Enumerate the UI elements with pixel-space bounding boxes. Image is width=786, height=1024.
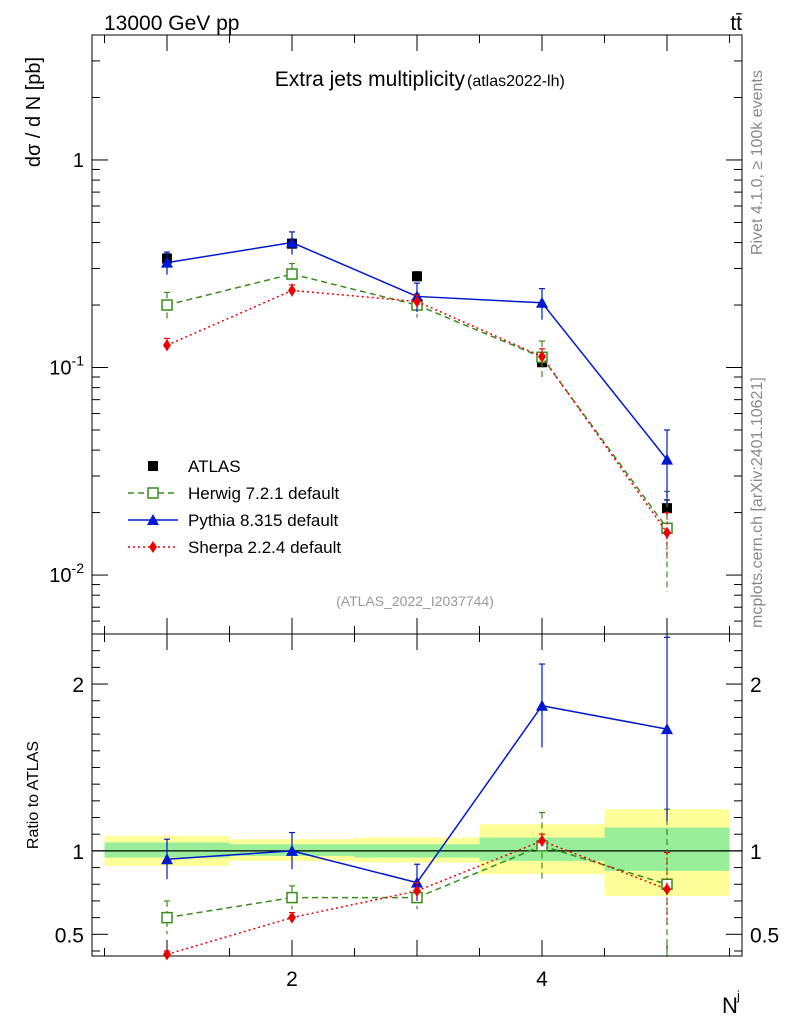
legend: ATLAS Herwig 7.2.1 default Pythia 8.315 de… <box>128 457 341 557</box>
data-point-pythia <box>661 723 673 735</box>
y-tick-label: 1 <box>73 150 84 172</box>
legend-marker <box>149 541 157 553</box>
data-point-pythia <box>161 256 173 268</box>
series-line-pythia <box>166 705 668 884</box>
data-point-pythia <box>661 453 673 465</box>
y-tick-label: 1 <box>72 841 84 864</box>
source-label: mcplots.cern.ch [arXiv:2401.10621] <box>749 377 766 628</box>
series-line-herwig <box>166 845 668 919</box>
data-point-sherpa <box>288 284 296 297</box>
legend-marker <box>147 514 159 525</box>
data-point-atlas <box>662 503 672 514</box>
main-title: Extra jets multiplicity <box>275 68 466 91</box>
y-tick-label: 10-2 <box>49 560 84 587</box>
data-point-sherpa <box>413 884 421 897</box>
series-pythia <box>161 231 673 504</box>
energy-label: 13000 GeV pp <box>104 12 239 35</box>
series-sherpa <box>163 284 671 559</box>
series-sherpa <box>163 833 671 961</box>
y-tick-label-right: 2 <box>750 674 762 697</box>
ratio-plot-series <box>161 636 673 961</box>
data-point-pythia <box>286 236 298 248</box>
data-point-herwig <box>161 911 173 924</box>
data-point-sherpa <box>163 948 171 961</box>
series-line-herwig <box>166 273 668 529</box>
x-tick-label: 2 <box>286 968 298 991</box>
x-axis-label: N <box>722 993 738 1018</box>
legend-label: Herwig 7.2.1 default <box>188 484 339 503</box>
analysis-label: (ATLAS_2022_I2037744) <box>336 593 494 609</box>
ratio-y-axis-label: Ratio to ATLAS <box>25 741 42 849</box>
y-tick-label: 2 <box>72 674 84 697</box>
data-point-sherpa <box>538 834 546 847</box>
legend-item-herwig: Herwig 7.2.1 default <box>128 484 339 503</box>
data-point-sherpa <box>663 526 671 539</box>
rivet-label: Rivet 4.1.0, ≥ 100k events <box>749 70 766 255</box>
data-point-pythia <box>536 699 548 711</box>
y-tick-label-right: 1 <box>750 841 762 864</box>
data-point-sherpa <box>538 350 546 363</box>
y-tick-label: 0.5 <box>55 924 84 947</box>
data-point-sherpa <box>288 911 296 924</box>
legend-item-sherpa: Sherpa 2.2.4 default <box>128 538 341 557</box>
x-axis-label-superscript: j <box>736 988 740 1003</box>
legend-label: Pythia 8.315 default <box>188 511 339 530</box>
x-tick-label: 4 <box>536 968 548 991</box>
ratio-plot-axes: 0.5 0.5 1 1 2 2 2 4 <box>55 633 779 991</box>
series-line-sherpa <box>166 840 668 956</box>
data-point-atlas <box>412 271 422 282</box>
main-subtitle: (atlas2022-lh) <box>467 73 565 90</box>
data-point-pythia <box>161 853 173 865</box>
process-label: tt̄ <box>730 12 742 35</box>
data-point-sherpa <box>413 295 421 308</box>
data-point-pythia <box>536 296 548 308</box>
y-tick-label: 10-1 <box>49 353 84 380</box>
series-line-pythia <box>166 241 668 461</box>
data-point-herwig <box>286 891 298 904</box>
data-point-sherpa <box>663 883 671 896</box>
data-point-herwig <box>161 299 173 311</box>
legend-item-pythia: Pythia 8.315 default <box>128 511 339 530</box>
legend-item-atlas: ATLAS <box>148 457 241 476</box>
main-plot-series <box>161 231 673 592</box>
y-tick-label-right: 0.5 <box>750 924 779 947</box>
legend-marker <box>147 487 159 499</box>
data-point-sherpa <box>163 339 171 352</box>
legend-marker <box>148 461 158 471</box>
data-point-herwig <box>286 268 298 280</box>
legend-label: Sherpa 2.2.4 default <box>188 538 341 557</box>
data-point-pythia <box>286 844 298 856</box>
main-y-axis-label: dσ / d N [pb] <box>23 57 45 167</box>
legend-label: ATLAS <box>188 457 241 476</box>
